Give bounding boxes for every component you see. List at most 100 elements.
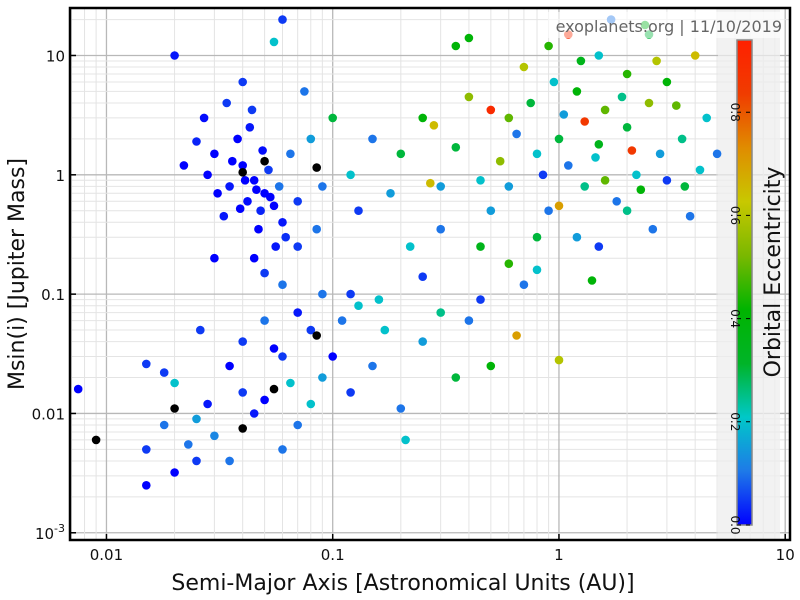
data-point (306, 134, 316, 144)
data-point (228, 156, 237, 166)
watermark: exoplanets.org | 11/10/2019 (556, 17, 782, 36)
data-point (652, 56, 661, 66)
y-tick-label: 0.01 (32, 405, 65, 423)
data-point (260, 268, 269, 278)
data-point (554, 355, 564, 365)
data-point (512, 331, 521, 340)
data-point (318, 289, 327, 299)
data-point (293, 242, 303, 251)
data-point (396, 149, 406, 159)
data-point (354, 206, 363, 215)
x-tick-label: 10 (776, 546, 795, 564)
y-axis-ticks: 10-3 0.01 0.1 1 10 (32, 47, 76, 543)
data-point (636, 185, 646, 194)
x-axis-title: Semi-Major Axis [Astronomical Units (AU)… (171, 571, 634, 596)
data-point (258, 146, 267, 155)
data-point (278, 280, 287, 290)
data-point (278, 15, 287, 24)
data-point (486, 206, 496, 215)
data-point (196, 325, 205, 335)
data-point (519, 280, 529, 290)
data-point (238, 161, 247, 170)
y-tick-label: 10-3 (35, 522, 65, 543)
data-point (380, 325, 390, 335)
data-point (243, 197, 252, 206)
data-point (451, 373, 461, 382)
data-point (436, 224, 446, 234)
data-point (554, 134, 564, 144)
data-point (564, 161, 573, 170)
data-point (170, 404, 179, 413)
data-point (486, 105, 496, 115)
data-point (464, 33, 474, 43)
data-point (374, 295, 384, 304)
data-point (622, 206, 632, 215)
colorbar: 0.0 0.2 0.4 0.6 0.8 (728, 39, 753, 535)
colorbar-tick-label: 0.8 (728, 103, 742, 122)
data-point (269, 37, 279, 47)
data-point (203, 170, 212, 180)
data-point (476, 295, 485, 304)
y-tick-label: 1 (55, 167, 65, 185)
watermark-backdrop (548, 12, 784, 38)
x-axis-ticks: 0.01 0.1 1 10 (90, 534, 795, 564)
data-point (622, 69, 632, 79)
data-point (142, 359, 151, 369)
data-point (591, 153, 600, 162)
data-point (572, 232, 582, 242)
data-point (648, 224, 658, 234)
y-tick-label: 10 (46, 47, 65, 65)
data-point (396, 404, 406, 413)
y-axis-title: Msin(i) [Jupiter Mass] (5, 158, 30, 390)
data-point (532, 149, 542, 159)
data-point (260, 156, 269, 166)
data-point (662, 77, 672, 87)
data-point (544, 206, 553, 215)
data-point (249, 253, 259, 263)
data-point (401, 435, 410, 445)
data-point (192, 414, 201, 424)
data-point (712, 149, 722, 159)
data-point (486, 361, 496, 371)
colorbar-tick-label: 0.2 (728, 412, 742, 431)
data-point (386, 189, 395, 198)
data-point (695, 165, 705, 175)
data-point (225, 361, 234, 371)
data-point (677, 134, 687, 144)
data-point (702, 113, 711, 123)
data-point (281, 232, 291, 242)
data-point (269, 344, 279, 353)
data-point (328, 113, 338, 123)
data-point (222, 98, 231, 108)
data-point (264, 165, 273, 175)
colorbar-tick-label: 0.0 (728, 515, 742, 534)
data-point (170, 468, 179, 477)
data-point (476, 176, 485, 185)
data-point (179, 161, 189, 170)
data-point (210, 149, 219, 159)
data-point (549, 77, 559, 87)
x-tick-label: 0.1 (321, 546, 345, 564)
grid (70, 8, 790, 540)
data-point (159, 368, 169, 377)
data-point (346, 170, 355, 180)
data-point (346, 388, 355, 397)
data-point (142, 481, 151, 490)
data-point (249, 409, 259, 418)
data-point (672, 101, 681, 110)
data-point (233, 134, 242, 144)
data-point (238, 168, 247, 177)
data-point (655, 149, 665, 159)
data-point (594, 140, 604, 149)
data-point (464, 92, 474, 102)
data-point (159, 420, 169, 430)
data-point (426, 178, 435, 188)
data-point (203, 399, 212, 409)
data-point (495, 156, 505, 166)
data-point (451, 41, 461, 51)
data-point (245, 123, 255, 132)
data-point (252, 185, 261, 194)
data-point (594, 51, 604, 60)
data-point (199, 113, 209, 123)
data-point (519, 62, 529, 72)
